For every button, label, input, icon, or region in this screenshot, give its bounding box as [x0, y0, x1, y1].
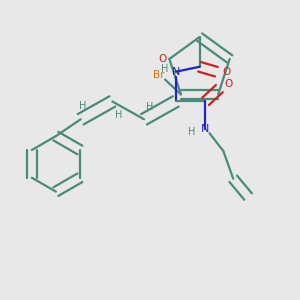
Text: H: H	[161, 64, 169, 74]
Text: Br: Br	[153, 70, 165, 80]
Text: O: O	[224, 79, 232, 88]
Text: N: N	[172, 67, 180, 77]
Text: H: H	[188, 127, 195, 137]
Text: H: H	[79, 101, 86, 111]
Text: O: O	[222, 67, 230, 77]
Text: O: O	[158, 54, 166, 64]
Text: N: N	[201, 124, 210, 134]
Text: H: H	[146, 102, 154, 112]
Text: H: H	[115, 110, 122, 120]
